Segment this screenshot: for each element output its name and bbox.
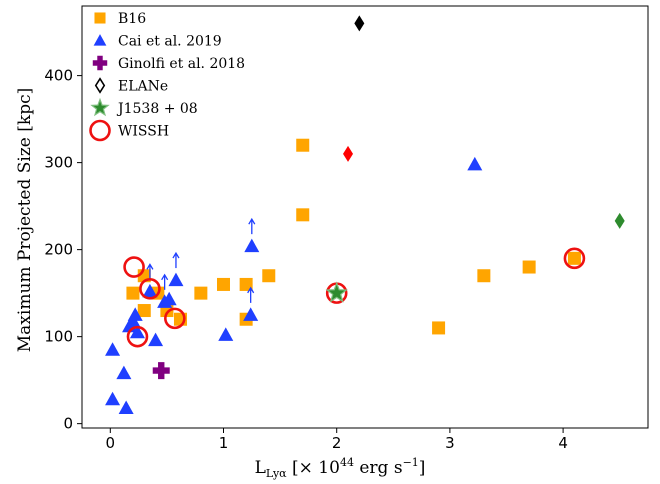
x-axis-label-sub: Lyα (266, 467, 287, 480)
triangle-point (243, 307, 259, 321)
x-axis-label-close: ] (419, 458, 426, 478)
legend-label: Ginolfi et al. 2018 (118, 56, 245, 72)
ring-point (123, 256, 145, 278)
y-tick-label: 200 (44, 241, 73, 259)
ring-point (164, 307, 186, 330)
series-cai-et-al-2019 (105, 156, 483, 414)
square-point (262, 269, 276, 283)
y-tick-label: 100 (44, 328, 73, 346)
y-axis-label: Maximum Projected Size [kpc] (15, 88, 35, 352)
square-point (296, 208, 310, 222)
legend-item: Cai et al. 2019 (93, 34, 222, 50)
series-j1538-08 (325, 281, 348, 303)
x-tick-label: 1 (219, 434, 229, 452)
legend-square-icon (94, 12, 106, 24)
triangle-point (161, 291, 177, 306)
plot-marks (105, 15, 625, 414)
triangle-point (142, 283, 158, 298)
legend: B16 Cai et al. 2019 Ginolfi et al. 2018 ELA… (89, 11, 245, 142)
triangle-point (244, 238, 260, 253)
ring-point (126, 325, 149, 348)
legend-item: ELANe (94, 77, 168, 95)
legend-label: J1538 + 08 (116, 101, 198, 117)
x-axis-label-unit-exp: −1 (403, 456, 419, 469)
square-point (137, 304, 151, 318)
legend-label: B16 (118, 11, 146, 27)
lower-limit-arrowhead (146, 263, 154, 270)
triangle-point (168, 272, 184, 287)
diamond-point (343, 145, 354, 162)
x-axis-label-unit: erg s (354, 458, 403, 478)
legend-star-icon (90, 97, 110, 117)
triangle-point (105, 391, 121, 406)
triangle-point (118, 400, 134, 414)
legend-plus-icon (92, 55, 108, 71)
lower-limit-arrowhead (161, 273, 169, 281)
square-point (522, 260, 536, 274)
axes: 0 1 2 3 4 0 100 200 300 400 (44, 5, 649, 452)
diamond-point (354, 15, 365, 32)
x-axis-label-main: L (255, 458, 266, 478)
legend-item: Ginolfi et al. 2018 (92, 55, 245, 72)
square-point (217, 277, 230, 291)
x-tick-label: 2 (332, 434, 342, 452)
star-point (325, 281, 348, 303)
legend-diamond-icon (94, 77, 106, 94)
diamond-point (614, 212, 625, 229)
x-axis-label-exp: 44 (340, 456, 354, 469)
square-point (239, 277, 253, 291)
square-point (194, 286, 208, 300)
legend-item: J1538 + 08 (90, 97, 198, 117)
y-tick-label: 400 (44, 67, 73, 85)
square-point (432, 321, 446, 335)
triangle-point (148, 332, 164, 347)
square-point (477, 269, 491, 283)
ring-point (563, 247, 586, 270)
triangle-point (127, 307, 143, 321)
plot-frame (81, 5, 649, 429)
legend-label: Cai et al. 2019 (118, 34, 222, 50)
square-point (296, 138, 310, 152)
ring-point (139, 277, 161, 300)
legend-item: B16 (94, 11, 146, 27)
triangle-point (467, 156, 483, 171)
series-elane (343, 15, 625, 229)
square-point (126, 286, 140, 300)
legend-triangle-icon (93, 34, 107, 46)
x-axis-label-rest: [× 10 (287, 458, 340, 478)
plus-point (152, 362, 170, 380)
y-tick-label: 0 (63, 415, 73, 433)
triangle-point (105, 342, 121, 356)
x-tick-label: 4 (558, 434, 568, 452)
legend-item: WISSH (89, 119, 169, 142)
x-tick-label: 0 (106, 434, 116, 452)
x-axis-label: LLyα [× 1044 erg s−1] (255, 456, 426, 480)
square-point (567, 251, 581, 265)
triangle-point (116, 365, 132, 380)
series-ginolfi-et-al-2018 (152, 362, 170, 380)
lower-limit-arrowhead (248, 217, 256, 225)
series-wissh (123, 247, 586, 348)
legend-label: WISSH (118, 124, 169, 140)
triangle-point (218, 327, 234, 341)
x-tick-label: 3 (445, 434, 455, 452)
legend-label: ELANe (118, 79, 168, 95)
lower-limit-arrowhead (172, 251, 180, 259)
y-tick-label: 300 (44, 154, 73, 172)
legend-ring-icon (89, 119, 111, 142)
lower-limit-arrowhead (247, 286, 255, 294)
triangle-point (129, 324, 145, 339)
